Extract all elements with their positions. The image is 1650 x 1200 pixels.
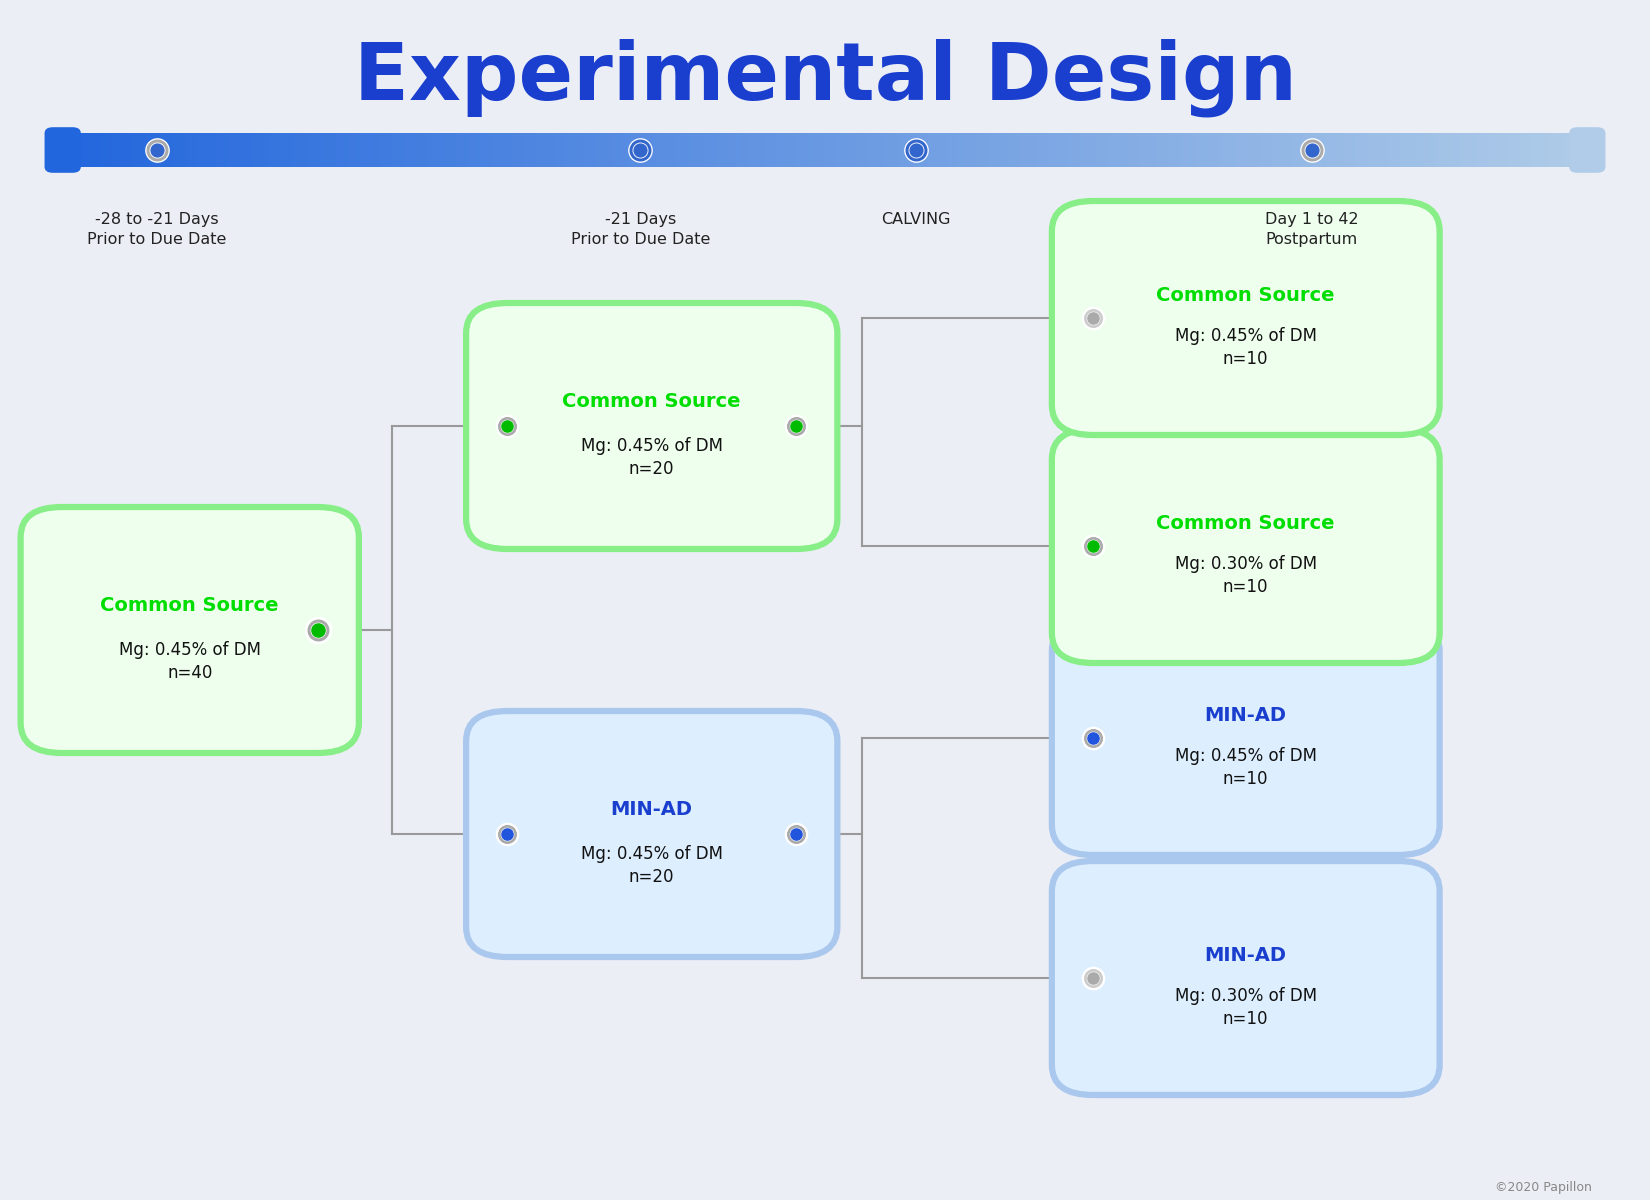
Point <box>144 140 170 160</box>
Point <box>627 140 653 160</box>
Text: Common Source: Common Source <box>101 596 279 616</box>
Text: Common Source: Common Source <box>1157 514 1335 533</box>
FancyBboxPatch shape <box>465 710 837 958</box>
Point <box>1079 536 1106 556</box>
Text: ©2020 Papillon: ©2020 Papillon <box>1495 1181 1592 1194</box>
Point <box>1079 968 1106 988</box>
Point <box>1079 728 1106 748</box>
FancyBboxPatch shape <box>465 302 837 550</box>
Point <box>304 620 330 640</box>
Text: Mg: 0.45% of DM
n=40: Mg: 0.45% of DM n=40 <box>119 641 261 683</box>
Point <box>784 416 810 436</box>
Point <box>784 824 810 844</box>
Point <box>1079 308 1106 328</box>
Point <box>903 140 929 160</box>
Point <box>903 140 929 160</box>
Point <box>784 416 810 436</box>
Text: Experimental Design: Experimental Design <box>353 38 1297 118</box>
Point <box>1079 728 1106 748</box>
Text: Mg: 0.45% of DM
n=20: Mg: 0.45% of DM n=20 <box>581 845 723 887</box>
Point <box>304 620 330 640</box>
Point <box>1079 728 1106 748</box>
Point <box>903 140 929 160</box>
Text: Day 1 to 42
Postpartum: Day 1 to 42 Postpartum <box>1266 212 1358 247</box>
Point <box>784 824 810 844</box>
Point <box>627 140 653 160</box>
Text: Mg: 0.30% of DM
n=10: Mg: 0.30% of DM n=10 <box>1175 986 1317 1028</box>
Text: Common Source: Common Source <box>563 392 741 412</box>
Point <box>144 140 170 160</box>
FancyBboxPatch shape <box>45 127 81 173</box>
Text: Common Source: Common Source <box>1157 286 1335 305</box>
FancyBboxPatch shape <box>1053 428 1439 662</box>
Point <box>784 416 810 436</box>
Point <box>1079 308 1106 328</box>
Text: CALVING: CALVING <box>881 212 950 228</box>
FancyBboxPatch shape <box>1053 200 1439 434</box>
Text: Mg: 0.45% of DM
n=20: Mg: 0.45% of DM n=20 <box>581 437 723 479</box>
Point <box>1079 728 1106 748</box>
Text: Mg: 0.45% of DM
n=10: Mg: 0.45% of DM n=10 <box>1175 746 1317 788</box>
Point <box>144 140 170 160</box>
Point <box>495 824 521 844</box>
Point <box>495 824 521 844</box>
Text: -21 Days
Prior to Due Date: -21 Days Prior to Due Date <box>571 212 710 247</box>
FancyBboxPatch shape <box>1053 622 1439 854</box>
Point <box>304 620 330 640</box>
Point <box>144 140 170 160</box>
Point <box>627 140 653 160</box>
Point <box>1079 536 1106 556</box>
Point <box>627 140 653 160</box>
Text: -28 to -21 Days
Prior to Due Date: -28 to -21 Days Prior to Due Date <box>87 212 226 247</box>
Point <box>495 416 521 436</box>
Point <box>1079 536 1106 556</box>
Point <box>495 416 521 436</box>
Point <box>495 416 521 436</box>
Point <box>495 416 521 436</box>
Point <box>1079 968 1106 988</box>
Text: Mg: 0.30% of DM
n=10: Mg: 0.30% of DM n=10 <box>1175 554 1317 596</box>
FancyBboxPatch shape <box>21 508 360 754</box>
Text: Mg: 0.45% of DM
n=10: Mg: 0.45% of DM n=10 <box>1175 326 1317 368</box>
Text: MIN-AD: MIN-AD <box>1204 706 1287 725</box>
Point <box>495 824 521 844</box>
Point <box>1299 140 1325 160</box>
Point <box>903 140 929 160</box>
FancyBboxPatch shape <box>1569 127 1605 173</box>
Text: MIN-AD: MIN-AD <box>610 800 693 820</box>
Point <box>784 824 810 844</box>
Point <box>1299 140 1325 160</box>
Point <box>1079 308 1106 328</box>
Text: MIN-AD: MIN-AD <box>1204 946 1287 965</box>
Point <box>1299 140 1325 160</box>
Point <box>784 824 810 844</box>
Point <box>304 620 330 640</box>
Point <box>1079 536 1106 556</box>
Point <box>1079 968 1106 988</box>
FancyBboxPatch shape <box>1053 862 1439 1094</box>
Point <box>1079 308 1106 328</box>
Point <box>1079 968 1106 988</box>
Point <box>784 416 810 436</box>
Point <box>1299 140 1325 160</box>
Point <box>495 824 521 844</box>
